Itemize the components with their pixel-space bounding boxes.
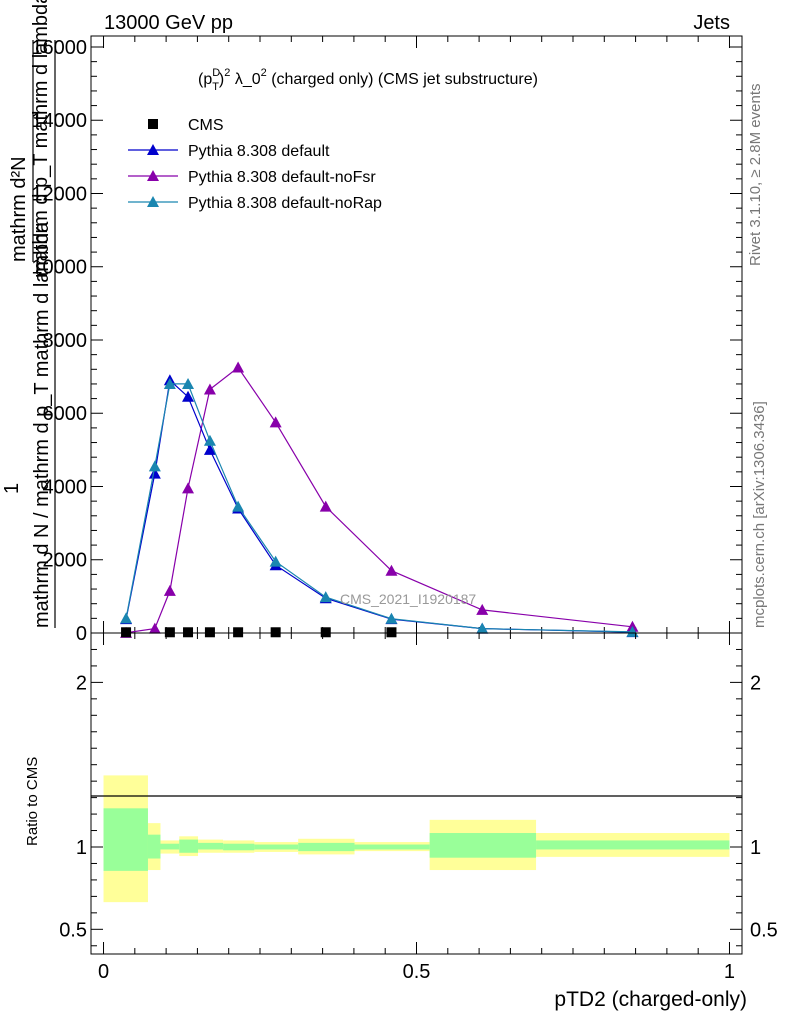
legend-marker-cms	[148, 119, 158, 129]
ratio-plot-panel: 0.5 0.5 1 1 2 2 0 0.5 1 Ratio to CMS pTD2 (charg…	[24, 632, 778, 1011]
mcplots-label: mcplots.cern.ch [arXiv:1306.3436]	[751, 401, 768, 628]
data-point-pythia-8-308-default	[182, 390, 195, 402]
ratio-ytick-label-right: 0.5	[750, 919, 778, 941]
main-plot-panel: 0 2000 4000 6000 8000 10000 12000 14000 16000 CM…	[1, 0, 743, 645]
ratio-band-inner	[160, 843, 180, 850]
x-tick-label: 0	[98, 961, 109, 983]
plot-title: (pD T)2 λ_02 (charged only) (CMS jet subs…	[198, 67, 538, 93]
ratio-axis-ticks: 0.5 0.5 1 1 2 2 0 0.5 1	[59, 633, 778, 983]
ratio-band-inner	[254, 844, 299, 850]
main-ytick-label: 16000	[31, 37, 87, 59]
data-point-pythia-8-308-default-norap	[385, 612, 398, 624]
data-point-cms	[121, 627, 132, 638]
data-point-pythia-8-308-default-nofsr	[203, 383, 216, 395]
x-axis-label: pTD2 (charged-only)	[554, 988, 747, 1011]
ratio-band-inner	[198, 842, 224, 850]
data-point-pythia-8-308-default-norap	[182, 377, 195, 389]
title-part-a: (p	[198, 71, 212, 88]
ratio-band-inner	[103, 808, 148, 871]
main-ytick-label: 4000	[43, 476, 88, 498]
ratio-ytick-label-right: 2	[750, 672, 761, 694]
ratio-band-inner	[179, 839, 199, 853]
data-point-pythia-8-308-default	[203, 443, 216, 455]
data-point-pythia-8-308-default-norap	[476, 622, 489, 634]
data-point-pythia-8-308-default-nofsr	[182, 482, 195, 494]
data-point-pythia-8-308-default-norap	[148, 460, 161, 472]
title-part-d: (charged only) (CMS jet substructure)	[267, 71, 538, 88]
title-sup-2a: 2	[224, 67, 230, 79]
main-ytick-label: 0	[76, 623, 87, 645]
legend-marker-nofsr	[147, 170, 159, 181]
title-sup-2b: 2	[261, 67, 267, 79]
data-point-pythia-8-308-default-nofsr	[163, 584, 176, 596]
data-point-cms	[204, 627, 215, 638]
header-left: 13000 GeV pp	[104, 12, 233, 34]
data-point-cms	[386, 627, 397, 638]
main-ytick-label: 6000	[43, 403, 88, 425]
ratio-ytick-label: 0.5	[59, 919, 87, 941]
data-point-pythia-8-308-default-norap	[269, 555, 282, 567]
legend: CMS Pythia 8.308 default Pythia 8.308 de…	[128, 117, 382, 212]
data-point-pythia-8-308-default-norap	[163, 377, 176, 389]
ratio-band-inner	[429, 833, 537, 858]
ratio-y-label: Ratio to CMS	[24, 757, 41, 846]
legend-label-default: Pythia 8.308 default	[188, 143, 330, 160]
data-point-pythia-8-308-default-nofsr	[385, 564, 398, 576]
data-point-pythia-8-308-default-nofsr	[319, 500, 332, 512]
data-point-pythia-8-308-default-norap	[120, 612, 133, 624]
legend-label-cms: CMS	[188, 117, 224, 134]
main-ytick-label: 2000	[43, 550, 88, 572]
data-point-pythia-8-308-default-nofsr	[232, 361, 245, 373]
ratio-band-inner	[354, 844, 430, 850]
ratio-plot-frame	[90, 632, 743, 955]
ratio-uncertainty-bands	[103, 775, 730, 903]
title-sub-t: T	[212, 81, 219, 93]
header-right: Jets	[693, 12, 730, 34]
ratio-ytick-label-right: 1	[750, 837, 761, 859]
ratio-band-inner	[223, 843, 255, 851]
legend-marker-norap	[147, 196, 159, 207]
data-point-cms	[270, 627, 281, 638]
data-point-pythia-8-308-default	[148, 467, 161, 479]
main-series-layer	[120, 361, 639, 638]
data-point-cms	[183, 627, 194, 638]
ratio-band-inner	[536, 840, 730, 850]
title-part-b: )	[219, 71, 224, 88]
data-point-cms	[320, 627, 331, 638]
main-ytick-label: 12000	[31, 183, 87, 205]
data-point-pythia-8-308-default-norap	[319, 591, 332, 603]
x-tick-label: 0.5	[403, 961, 431, 983]
ylabel-den2: mathrm d p_T mathrm d lambda	[30, 0, 52, 278]
data-point-pythia-8-308-default-norap	[232, 500, 245, 512]
analysis-watermark: CMS_2021_I1920187	[340, 591, 476, 607]
ratio-band-inner	[147, 834, 161, 859]
data-point-cms	[233, 627, 244, 638]
main-axis-ticks: 0 2000 4000 6000 8000 10000 12000 14000 16000	[31, 36, 742, 645]
main-y-axis-label: 1 mathrm d N / mathrm d p_T mathrm d lam…	[1, 0, 56, 628]
ylabel-den: mathrm d N / mathrm d p_T mathrm d lambd…	[31, 221, 53, 628]
main-ytick-label: 14000	[31, 110, 87, 132]
legend-label-norap: Pythia 8.308 default-noRap	[188, 195, 382, 212]
x-tick-label: 1	[724, 961, 735, 983]
main-ytick-label: 8000	[43, 330, 88, 352]
data-point-pythia-8-308-default-nofsr	[148, 622, 161, 634]
data-point-pythia-8-308-default-norap	[203, 434, 216, 446]
main-ytick-label: 10000	[31, 257, 87, 279]
ylabel-one: 1	[1, 483, 23, 494]
legend-label-nofsr: Pythia 8.308 default-noFsr	[188, 169, 376, 186]
data-point-cms	[164, 627, 175, 638]
rivet-label: Rivet 3.1.10, ≥ 2.8M events	[747, 84, 764, 267]
title-part-c: λ_0	[230, 71, 260, 88]
data-point-pythia-8-308-default-nofsr	[476, 603, 489, 615]
legend-marker-default	[147, 144, 159, 155]
title-sup-d: D	[212, 67, 220, 79]
ylabel-num: mathrm d²N	[8, 156, 30, 262]
ratio-ytick-label: 2	[76, 672, 87, 694]
ratio-ytick-label: 1	[76, 837, 87, 859]
ratio-band-inner	[298, 842, 355, 852]
data-point-pythia-8-308-default-nofsr	[269, 416, 282, 428]
